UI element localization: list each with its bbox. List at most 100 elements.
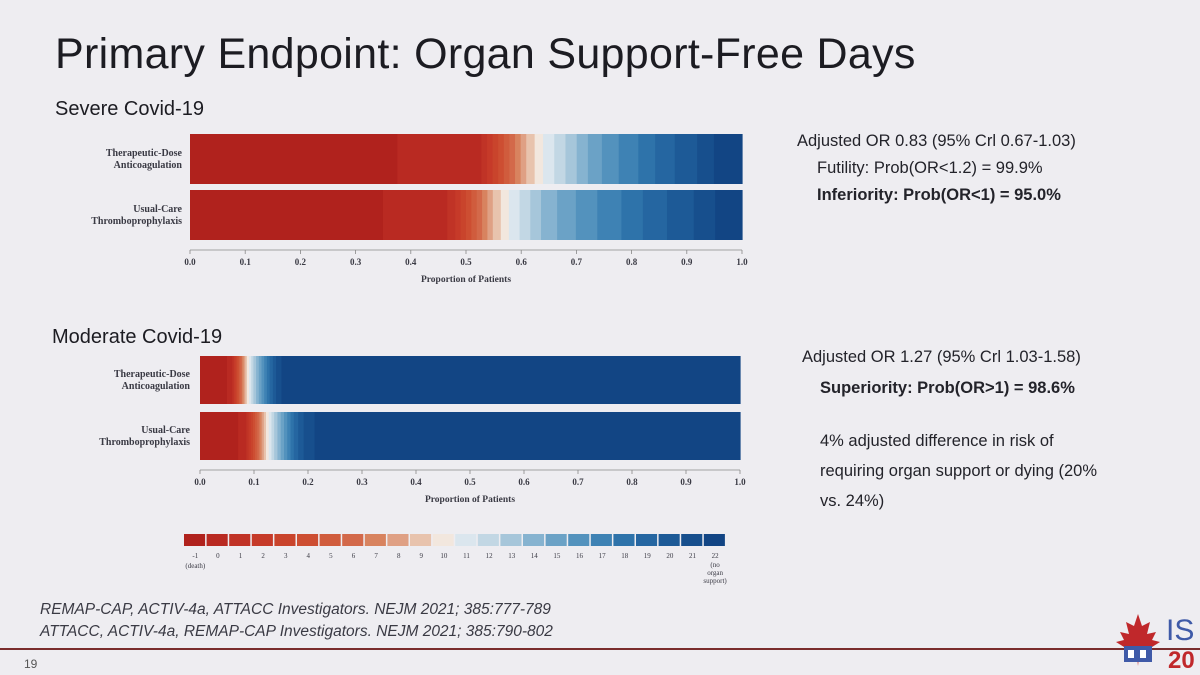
row-label-line1: Therapeutic-Dose <box>114 369 191 380</box>
bar-segment <box>503 134 511 184</box>
legend-label: -1 <box>192 552 198 560</box>
bar-segment <box>565 134 578 184</box>
legend-label: 10 <box>440 552 448 560</box>
x-tick-label: 0.9 <box>680 477 692 487</box>
severe-futility: Futility: Prob(OR<1.2) = 99.9% <box>817 159 1043 177</box>
bar-segment <box>280 412 285 460</box>
bar-segment <box>243 356 246 404</box>
x-tick-label: 0.9 <box>681 257 693 267</box>
references: REMAP-CAP, ACTIV-4a, ATTACC Investigator… <box>40 599 553 643</box>
bar-segment <box>257 412 261 460</box>
bar-segment <box>601 134 620 184</box>
legend-swatch <box>319 534 341 546</box>
logo-year: 20 <box>1168 647 1195 668</box>
bar-segment <box>290 412 295 460</box>
legend-label: 9 <box>420 552 424 560</box>
page-number: 19 <box>24 657 38 671</box>
severe-stats: Adjusted OR 0.83 (95% Crl 0.67-1.03) Fut… <box>797 128 1076 209</box>
legend-swatch <box>274 534 296 546</box>
legend-label: 4 <box>307 552 311 560</box>
bar-segment <box>508 190 521 240</box>
bar-segment <box>587 134 603 184</box>
legend-swatch <box>500 534 522 546</box>
moderate-superiority: Superiority: Prob(OR>1) = 98.6% <box>820 379 1075 397</box>
legend-death-note: (death) <box>185 562 205 570</box>
x-tick-label: 0.0 <box>194 477 206 487</box>
legend-label: 17 <box>599 552 607 560</box>
color-scale-legend: -1 0 1 2 3 4 5 6 7 8 9 10 11 12 13 14 15 16 17 18 19 20 21 22(d… <box>184 534 727 585</box>
legend-label: 5 <box>329 552 333 560</box>
legend-swatch <box>251 534 273 546</box>
bar-segment <box>498 134 505 184</box>
reference-2: ATTACC, ACTIV-4a, REMAP-CAP Investigator… <box>40 623 553 640</box>
bar-segment <box>713 134 743 184</box>
legend-label: 7 <box>374 552 378 560</box>
bar-segment <box>238 412 247 460</box>
row-label-line1: Usual-Care <box>133 204 182 215</box>
bar-segment <box>492 190 502 240</box>
legend-label: 11 <box>463 552 470 560</box>
legend-swatch <box>455 534 477 546</box>
bar-segment <box>557 190 577 240</box>
bar-segment <box>271 412 275 460</box>
legend-label: 15 <box>553 552 561 560</box>
bar-segment <box>235 356 238 404</box>
severe-adjusted-or: Adjusted OR 0.83 (95% Crl 0.67-1.03) <box>797 132 1076 150</box>
bar-segment <box>261 356 265 404</box>
legend-swatch <box>477 534 499 546</box>
bar-segment <box>284 412 288 460</box>
x-tick-label: 0.2 <box>302 477 314 487</box>
bar-segment <box>492 134 499 184</box>
bar-segment <box>642 190 668 240</box>
bar-segment <box>666 190 695 240</box>
bar-segment <box>281 356 741 404</box>
severe-section-label: Severe Covid-19 <box>55 98 204 120</box>
maple-leaf-icon <box>1116 614 1160 666</box>
legend-swatch <box>545 534 567 546</box>
bar-segment <box>576 134 589 184</box>
bar-segment <box>541 190 558 240</box>
x-tick-label: 0.6 <box>518 477 530 487</box>
legend-label: 16 <box>576 552 584 560</box>
legend-label: 20 <box>666 552 674 560</box>
row-label-line2: Thromboprophylaxis <box>99 437 190 448</box>
bar-segment <box>471 190 478 240</box>
logo-text: IS <box>1166 614 1194 647</box>
bar-segment <box>245 356 248 404</box>
bar-segment <box>500 190 510 240</box>
legend-label: 0 <box>216 552 220 560</box>
x-tick-label: 0.8 <box>626 257 638 267</box>
x-tick-label: 0.7 <box>572 477 584 487</box>
bar-segment <box>246 412 250 460</box>
bar-segment <box>618 134 639 184</box>
bar-segment <box>575 190 598 240</box>
bar-segment <box>268 412 273 460</box>
bar-segment <box>238 356 242 404</box>
x-tick-label: 0.2 <box>295 257 307 267</box>
legend-label: 21 <box>689 552 697 560</box>
bar-segment <box>237 356 240 404</box>
legend-swatch <box>342 534 364 546</box>
bar-segment <box>621 190 644 240</box>
bar-segment <box>447 190 456 240</box>
legend-label: 13 <box>508 552 516 560</box>
legend-label: 18 <box>621 552 629 560</box>
bar-segment <box>258 356 263 404</box>
severe-inferiority: Inferiority: Prob(OR<1) = 95.0% <box>817 186 1061 204</box>
bar-segment <box>226 356 233 404</box>
bar-segment <box>526 134 536 184</box>
x-tick-label: 0.0 <box>184 257 196 267</box>
bar-segment <box>256 356 260 404</box>
bar-segment <box>232 356 235 404</box>
legend-swatch <box>568 534 590 546</box>
legend-swatch <box>590 534 612 546</box>
legend-swatch <box>523 534 545 546</box>
bar-segment <box>272 356 277 404</box>
row-label-line1: Therapeutic-Dose <box>106 148 183 159</box>
moderate-stats: Adjusted OR 1.27 (95% Crl 1.03-1.58) Sup… <box>802 344 1097 516</box>
x-tick-label: 0.6 <box>516 257 528 267</box>
legend-swatch <box>387 534 409 546</box>
x-tick-label: 0.5 <box>460 257 472 267</box>
bar-segment <box>655 134 676 184</box>
